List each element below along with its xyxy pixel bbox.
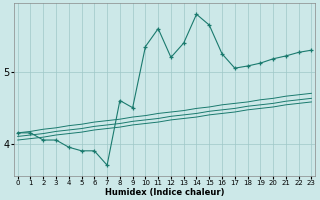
X-axis label: Humidex (Indice chaleur): Humidex (Indice chaleur): [105, 188, 224, 197]
